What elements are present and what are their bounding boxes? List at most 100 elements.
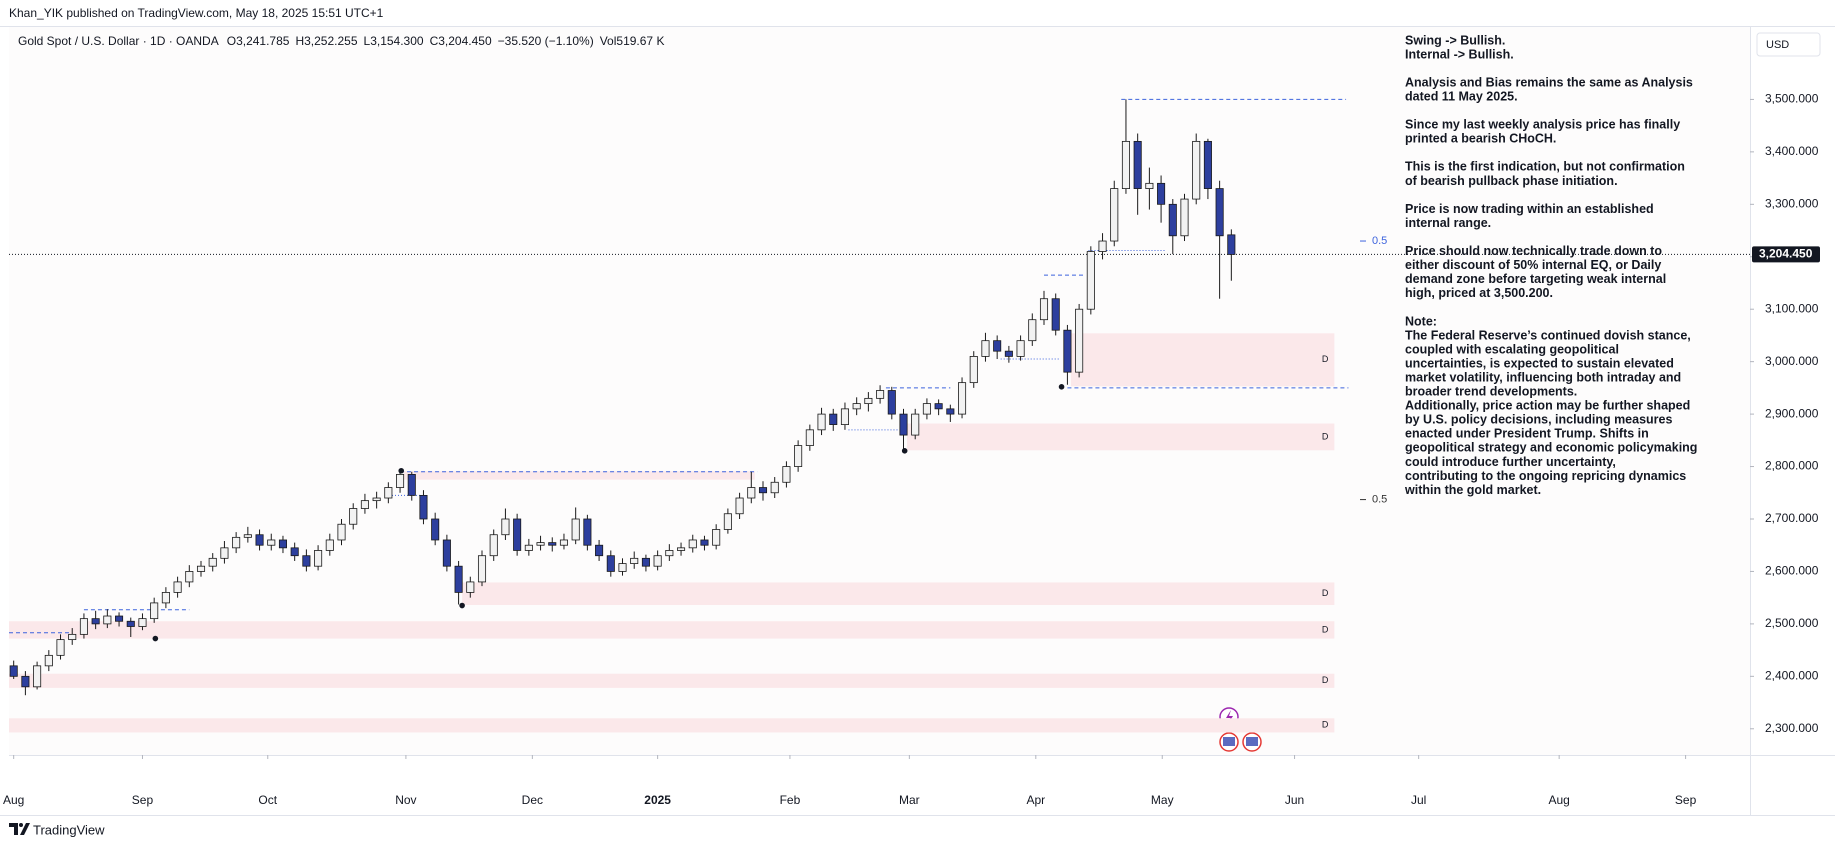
candle-body [524,544,533,551]
x-tick-label: Mar [899,793,920,807]
pivot-dot [459,602,465,609]
y-tick-label: 2,500.000 [1765,616,1819,630]
x-tick-label: Oct [258,793,277,807]
candle-body [840,408,849,425]
annotation-line: broader trend developments. [1405,385,1577,399]
candle-body [173,581,182,593]
footer-logo [9,823,30,835]
candle-body [161,592,170,604]
demand-zone [403,471,755,480]
candle-body [243,534,252,538]
annotation-line: could introduce further uncertainty, [1405,455,1616,469]
candle-body [431,518,440,541]
candle-body [852,403,861,410]
zone-label: D [1322,675,1329,685]
candle-body [44,654,53,667]
x-tick-label: Dec [522,793,543,807]
x-tick-label: Nov [395,793,416,807]
candle-body [103,615,112,625]
demand-zone [907,423,1335,451]
candle-body [9,665,18,677]
currency[interactable]: USD [1766,39,1789,51]
legend-high: H3,252.255 [295,34,357,48]
legend-close: C3,204.450 [430,34,492,48]
x-tick-label: Jun [1285,793,1304,807]
x-tick-label: Aug [3,793,24,807]
candle-body [723,513,732,530]
candle-body [583,518,592,546]
candle-body [1063,329,1072,373]
candle-body [489,534,498,557]
candle-body [185,571,194,583]
candle-body [922,403,931,415]
candle-body [630,557,639,564]
candle-body [1215,188,1224,237]
fib-label: 0.5 [1372,493,1387,505]
candle-body [712,529,721,546]
candle-body [559,539,568,546]
annotation-line: coupled with escalating geopolitical [1405,342,1619,356]
candle-body [536,542,545,546]
candle-body [232,536,241,549]
candle-body [513,518,522,551]
candle-body [677,547,686,551]
pivot-dot [152,635,159,642]
candle-body [829,413,838,425]
candle-body [372,497,381,502]
y-tick-label: 2,400.000 [1765,669,1819,683]
candle-body [700,539,709,546]
candle-body [1051,298,1060,331]
candle-body [1133,140,1142,189]
candle-body [115,615,124,622]
candle-body [21,675,30,688]
annotation-line: demand zone before targeting weak intern… [1405,272,1666,286]
candle-body [958,382,967,415]
candle-body [758,487,768,494]
candle-body [56,639,65,656]
legend-symbol: Gold Spot / U.S. Dollar · 1D · OANDA [18,34,219,48]
plot: D D D D D D 0.5 0.5 [9,98,1750,733]
logo [9,823,30,835]
candle-body [1157,182,1166,205]
candle-body [314,550,323,567]
annotation-line: Internal -> Bullish. [1405,47,1514,61]
demand-zone [9,621,1335,639]
annotation-line: dated 11 May 2025. [1405,89,1518,103]
candle-body [548,542,557,546]
candle-body [969,356,978,384]
publisher-line: Khan_YIK published on TradingView.com, M… [9,6,384,20]
candle-body [1203,140,1212,189]
x-tick-label: Sep [132,793,154,807]
zone-label: D [1322,431,1329,441]
pivot-dot [1058,384,1065,390]
annotation-line: market volatility, influencing both intr… [1405,370,1681,384]
candle-body [302,555,311,567]
candle-body [1227,234,1236,255]
annotation-line: uncertainties, is expected to sustain el… [1405,356,1674,370]
annotation-line: Additionally, price action may be furthe… [1405,399,1690,413]
demand-zone [9,718,1335,733]
annotation-line: Since my last weekly analysis price has … [1405,118,1680,132]
annotation-line: either discount of 50% internal EQ, or D… [1405,258,1661,272]
annotation-line: Swing -> Bullish. [1405,33,1505,47]
y-tick-label: 3,300.000 [1765,196,1819,210]
y-tick-label: 2,600.000 [1765,564,1819,578]
candle-body [419,494,428,520]
candle-body [267,539,276,546]
candle-body [79,618,88,635]
candle-body [138,618,147,627]
demand-zone [462,582,1335,606]
candle-body [805,429,814,446]
candle-body [1145,182,1154,189]
y-tick-label: 2,800.000 [1765,459,1819,473]
annotation-line: internal range. [1405,216,1491,230]
y-tick-label: 2,900.000 [1765,406,1819,420]
candle-body [91,618,100,625]
legend-volume: Vol519.67 K [600,34,665,48]
candle-body [1039,298,1049,321]
currency-box[interactable] [1756,32,1821,57]
x-tick-label: 2025 [644,793,671,807]
event-icons [1219,707,1262,752]
candle-body [1121,140,1130,189]
